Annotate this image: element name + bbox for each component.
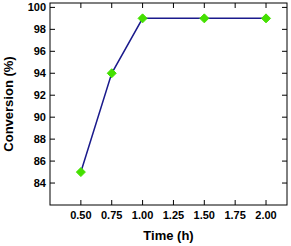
y-tick-right bbox=[282, 183, 287, 184]
x-tick bbox=[173, 200, 174, 205]
y-tick bbox=[50, 51, 55, 52]
y-tick-right bbox=[282, 7, 287, 8]
y-tick-label: 98 bbox=[34, 23, 46, 35]
y-tick bbox=[50, 95, 55, 96]
y-tick-right bbox=[282, 73, 287, 74]
x-tick-top bbox=[142, 3, 143, 8]
y-tick-right bbox=[282, 139, 287, 140]
plot-frame bbox=[50, 3, 287, 205]
y-tick-right bbox=[282, 95, 287, 96]
y-tick-label: 96 bbox=[34, 45, 46, 57]
y-tick-label: 100 bbox=[28, 1, 46, 13]
x-tick-label: 1.00 bbox=[132, 209, 153, 221]
y-tick bbox=[50, 29, 55, 30]
y-tick bbox=[50, 117, 55, 118]
x-tick-top bbox=[204, 3, 205, 8]
x-tick-top bbox=[235, 3, 236, 8]
x-tick-label: 0.75 bbox=[101, 209, 122, 221]
x-tick bbox=[204, 200, 205, 205]
y-tick-label: 90 bbox=[34, 111, 46, 123]
x-tick bbox=[266, 200, 267, 205]
y-tick-label: 88 bbox=[34, 133, 46, 145]
x-tick-label: 2.00 bbox=[255, 209, 276, 221]
y-tick bbox=[50, 7, 55, 8]
x-tick-label: 1.50 bbox=[194, 209, 215, 221]
x-tick-label: 1.75 bbox=[224, 209, 245, 221]
marker bbox=[200, 14, 209, 23]
y-tick bbox=[50, 139, 55, 140]
y-tick-right bbox=[282, 161, 287, 162]
chart: 84 86 88 90 92 94 96 98 100 0.50 0.75 1.00 1.25 1.50 1… bbox=[0, 0, 291, 246]
x-tick bbox=[235, 200, 236, 205]
marker bbox=[76, 168, 85, 177]
y-tick-right bbox=[282, 117, 287, 118]
x-tick-label: 1.25 bbox=[163, 209, 184, 221]
y-tick bbox=[50, 183, 55, 184]
marker bbox=[138, 14, 147, 23]
x-axis-label: Time (h) bbox=[143, 228, 193, 243]
y-tick-label: 84 bbox=[34, 177, 47, 189]
y-tick bbox=[50, 161, 55, 162]
y-tick-label: 94 bbox=[34, 67, 47, 79]
x-tick bbox=[142, 200, 143, 205]
y-tick-right bbox=[282, 29, 287, 30]
y-tick-label: 86 bbox=[34, 155, 46, 167]
x-tick-top bbox=[111, 3, 112, 8]
plot-area bbox=[76, 14, 270, 177]
y-axis-label: Conversion (%) bbox=[1, 56, 16, 151]
y-tick-label: 92 bbox=[34, 89, 46, 101]
y-tick-right bbox=[282, 51, 287, 52]
x-tick bbox=[111, 200, 112, 205]
series-line bbox=[81, 18, 266, 172]
marker bbox=[262, 14, 271, 23]
marker bbox=[107, 69, 116, 78]
y-tick bbox=[50, 73, 55, 74]
x-tick-top bbox=[266, 3, 267, 8]
x-tick bbox=[80, 200, 81, 205]
x-tick-label: 0.50 bbox=[70, 209, 91, 221]
x-tick-top bbox=[173, 3, 174, 8]
x-tick-top bbox=[80, 3, 81, 8]
